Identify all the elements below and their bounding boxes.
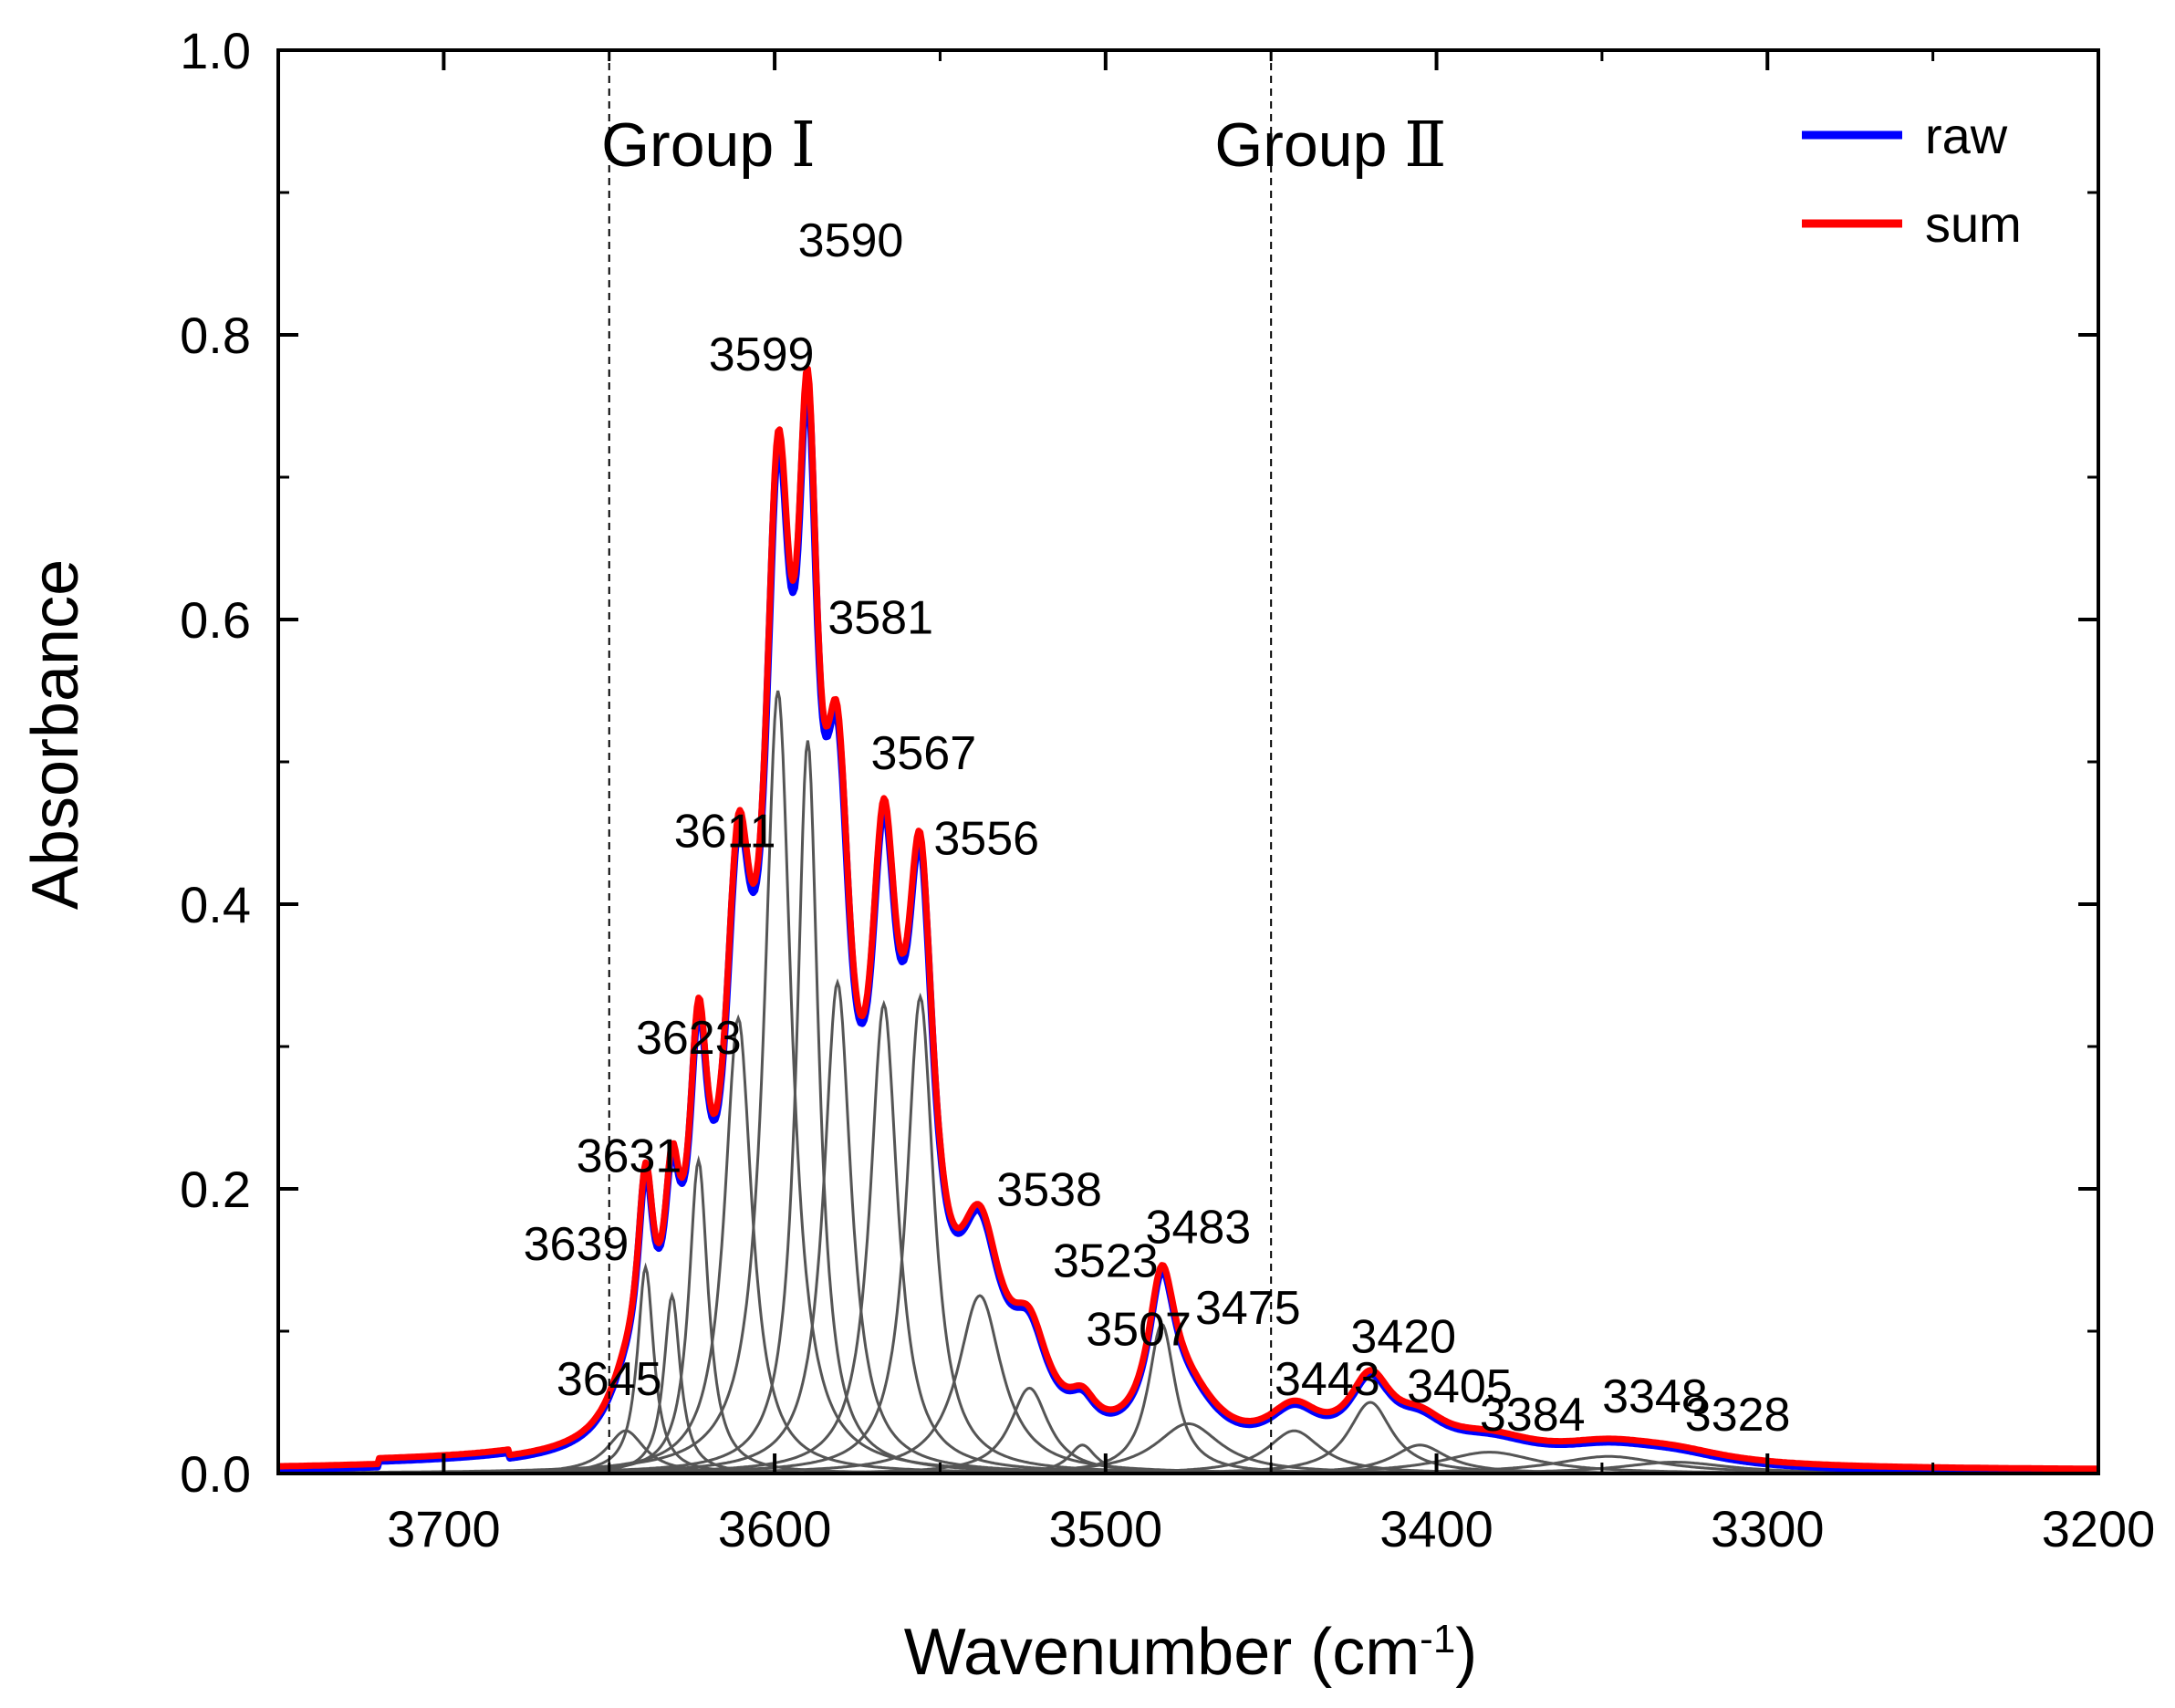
- axis-ticks: 3700 3600 3500 3400 3300 3200 0.0 0.2 0.4 0.6 0.8 1…: [180, 22, 2155, 1557]
- y-tick-label: 1.0: [180, 22, 251, 79]
- x-tick-label: 3700: [387, 1500, 501, 1557]
- peak-label-3348: 3348: [1602, 1370, 1708, 1423]
- peak-label-3567: 3567: [870, 727, 976, 780]
- peak-label-3599: 3599: [709, 328, 815, 381]
- x-axis-title-close: ): [1455, 1616, 1477, 1689]
- x-axis-title-superscript: -1: [1420, 1617, 1455, 1661]
- group-label-2: Group Ⅱ: [1214, 109, 1446, 182]
- spectrum-curves: [276, 365, 2101, 1475]
- peak-label-3590: 3590: [798, 214, 904, 267]
- legend-label-raw: raw: [1925, 107, 2008, 164]
- peak-label-3507: 3507: [1086, 1304, 1192, 1357]
- peak-label-3443: 3443: [1275, 1353, 1380, 1406]
- peak-label-3645: 3645: [557, 1353, 662, 1406]
- series-line-sum: [276, 365, 2100, 1473]
- group-dividers: [608, 50, 1273, 1474]
- peak-label-3483: 3483: [1146, 1201, 1252, 1254]
- peak-label-3420: 3420: [1350, 1310, 1456, 1363]
- peak-label-3556: 3556: [933, 812, 1039, 865]
- peak-label-3611: 3611: [674, 806, 776, 859]
- x-tick-label: 3300: [1711, 1500, 1825, 1557]
- group-label-1: Group Ⅰ: [601, 109, 816, 182]
- legend-label-sum: sum: [1925, 195, 2022, 253]
- group-label-name: Group: [601, 110, 791, 180]
- y-tick-label: 0.6: [180, 591, 251, 649]
- peak-label-3523: 3523: [1053, 1235, 1159, 1288]
- peak-label-3538: 3538: [996, 1164, 1102, 1217]
- peak-label-3581: 3581: [827, 592, 933, 645]
- group-label-numeral: Ⅰ: [791, 109, 816, 182]
- peak-label-3475: 3475: [1195, 1282, 1301, 1335]
- x-tick-label: 3600: [718, 1500, 832, 1557]
- peak-label-3639: 3639: [524, 1218, 630, 1271]
- x-axis-title-main: Wavenumber (cm: [904, 1616, 1420, 1689]
- y-tick-label: 0.4: [180, 876, 251, 933]
- legend: raw sum: [1802, 107, 2022, 253]
- x-tick-label: 3400: [1379, 1500, 1493, 1557]
- peak-label-3384: 3384: [1480, 1389, 1586, 1442]
- peak-label-3405: 3405: [1407, 1360, 1513, 1413]
- peak-label-3328: 3328: [1685, 1389, 1791, 1442]
- x-axis-title: Wavenumber (cm-1): [904, 1616, 1478, 1689]
- group-label-name: Group: [1214, 110, 1404, 180]
- group-label-numeral: Ⅱ: [1404, 109, 1446, 182]
- y-axis-title: Absorbance: [19, 559, 92, 910]
- y-tick-label: 0.2: [180, 1161, 251, 1218]
- peak-label-3631: 3631: [577, 1130, 682, 1182]
- x-tick-label: 3500: [1049, 1500, 1163, 1557]
- x-tick-label: 3200: [2042, 1500, 2156, 1557]
- peak-labels: 3645 3639 3631 3623 3611 3599 3590 3581 3567 3556…: [524, 214, 1791, 1442]
- y-tick-label: 0.8: [180, 307, 251, 364]
- y-tick-label: 0.0: [180, 1445, 251, 1503]
- peak-label-3623: 3623: [636, 1012, 742, 1065]
- group-labels: Group Ⅰ Group Ⅱ: [601, 109, 1446, 182]
